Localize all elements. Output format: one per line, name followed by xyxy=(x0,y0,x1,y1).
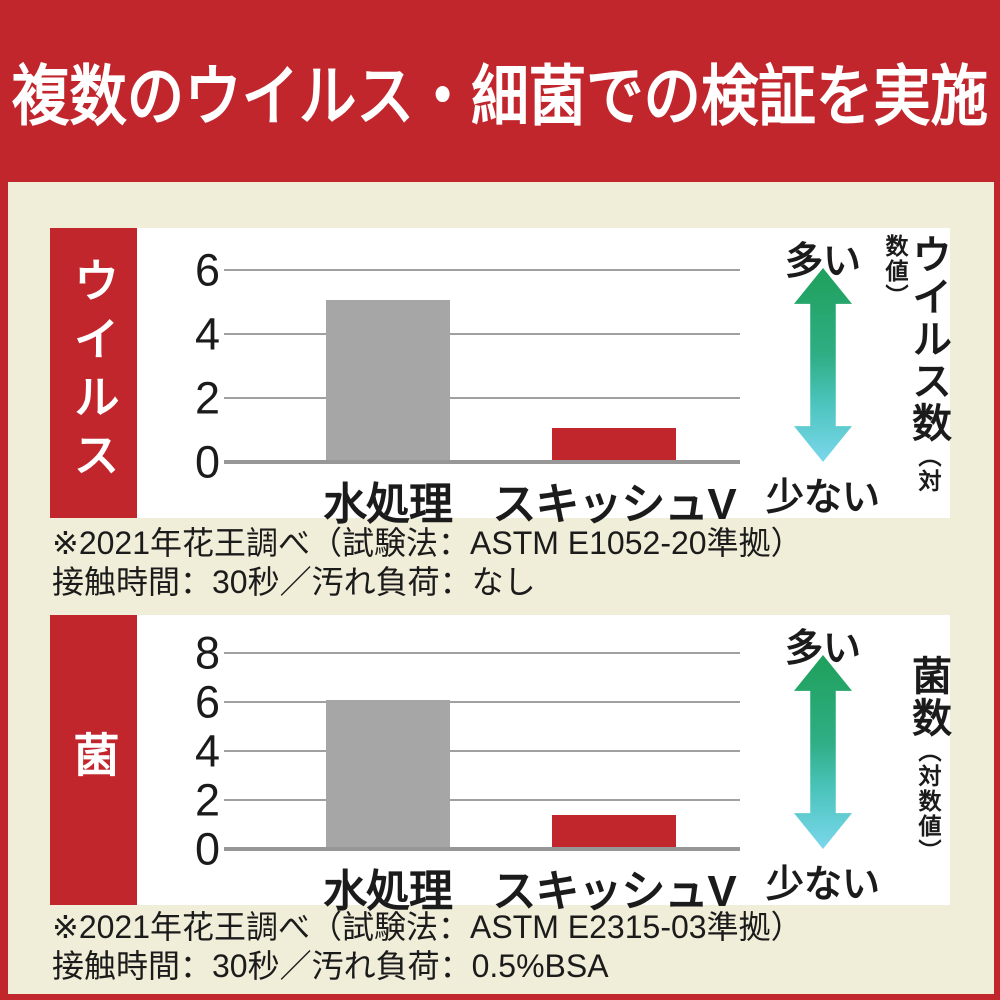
category-label: 水処理 xyxy=(323,867,453,916)
y-tick-label: 0 xyxy=(194,436,220,488)
gridline xyxy=(224,750,740,753)
gridline xyxy=(224,701,740,704)
header-banner: 複数のウイルス・細菌での検証を実施 xyxy=(0,0,1000,182)
axis-title-text: 菌数 xyxy=(906,655,950,739)
y-tick-label: 0 xyxy=(194,823,220,875)
y-tick-label: 4 xyxy=(194,725,220,777)
category-label: スキッシュV xyxy=(492,867,736,916)
gridline xyxy=(224,333,740,336)
virus-row-label: ウイルス xyxy=(67,257,120,489)
virus-footnote: ※2021年花王調べ（試験法：ASTM E1052-20準拠） 接触時間：30秒… xyxy=(52,524,962,602)
bar-スキッシュV xyxy=(552,815,677,847)
virus-row-label-strip: ウイルス xyxy=(50,228,137,518)
gridline xyxy=(224,269,740,272)
axis-title-text: ウイルス数 xyxy=(906,234,950,444)
page-title: 複数のウイルス・細菌での検証を実施 xyxy=(11,59,989,133)
virus-plot-area: 0 2 4 6 水処理 スキッシュV xyxy=(50,228,950,529)
gridline xyxy=(224,652,740,655)
y-tick-label: 4 xyxy=(194,308,220,360)
x-axis-baseline xyxy=(224,460,740,464)
bar-水処理 xyxy=(325,700,450,847)
footnote-line: ※2021年花王調べ（試験法：ASTM E2315-03準拠） xyxy=(52,909,803,945)
bacteria-row-label-strip: 菌 xyxy=(50,615,137,905)
axis-subtitle-text: （対数値） xyxy=(882,234,941,494)
virus-chart-card: ウイルス 0 2 4 6 水処理 スキッシュV 多い 少ない ウイルス数（対数値） xyxy=(50,228,950,529)
category-label: 水処理 xyxy=(323,480,453,529)
y-tick-label: 6 xyxy=(194,244,220,296)
y-tick-label: 8 xyxy=(194,627,220,679)
legend-less-label: 少ない xyxy=(765,864,881,906)
bar-水処理 xyxy=(325,300,450,460)
y-tick-label: 2 xyxy=(194,774,220,826)
footnote-line: ※2021年花王調べ（試験法：ASTM E1052-20準拠） xyxy=(52,525,803,561)
legend-less-label: 少ない xyxy=(765,477,881,519)
bacteria-row-label: 菌 xyxy=(67,731,120,789)
axis-subtitle-text: （対数値） xyxy=(915,739,941,864)
gridline xyxy=(224,397,740,400)
bacteria-axis-title: 菌数（対数値） xyxy=(893,655,950,933)
bacteria-footnote: ※2021年花王調べ（試験法：ASTM E2315-03準拠） 接触時間：30秒… xyxy=(52,908,962,986)
footnote-line: 接触時間：30秒／汚れ負荷：0.5%BSA xyxy=(52,948,609,984)
bacteria-plot-area: 0 2 4 6 8 水処理 スキッシュV xyxy=(50,615,950,916)
bar-スキッシュV xyxy=(552,428,677,460)
x-axis-baseline xyxy=(224,847,740,851)
y-tick-label: 2 xyxy=(194,372,220,424)
virus-axis-title: ウイルス数（対数値） xyxy=(882,234,950,512)
y-tick-label: 6 xyxy=(194,676,220,728)
category-label: スキッシュV xyxy=(492,480,736,529)
gridline xyxy=(224,799,740,802)
bacteria-chart-card: 菌 0 2 4 6 8 水処理 スキッシュV 多い 少ない 菌数（対数値） xyxy=(50,615,950,916)
footnote-line: 接触時間：30秒／汚れ負荷：なし xyxy=(52,564,536,600)
